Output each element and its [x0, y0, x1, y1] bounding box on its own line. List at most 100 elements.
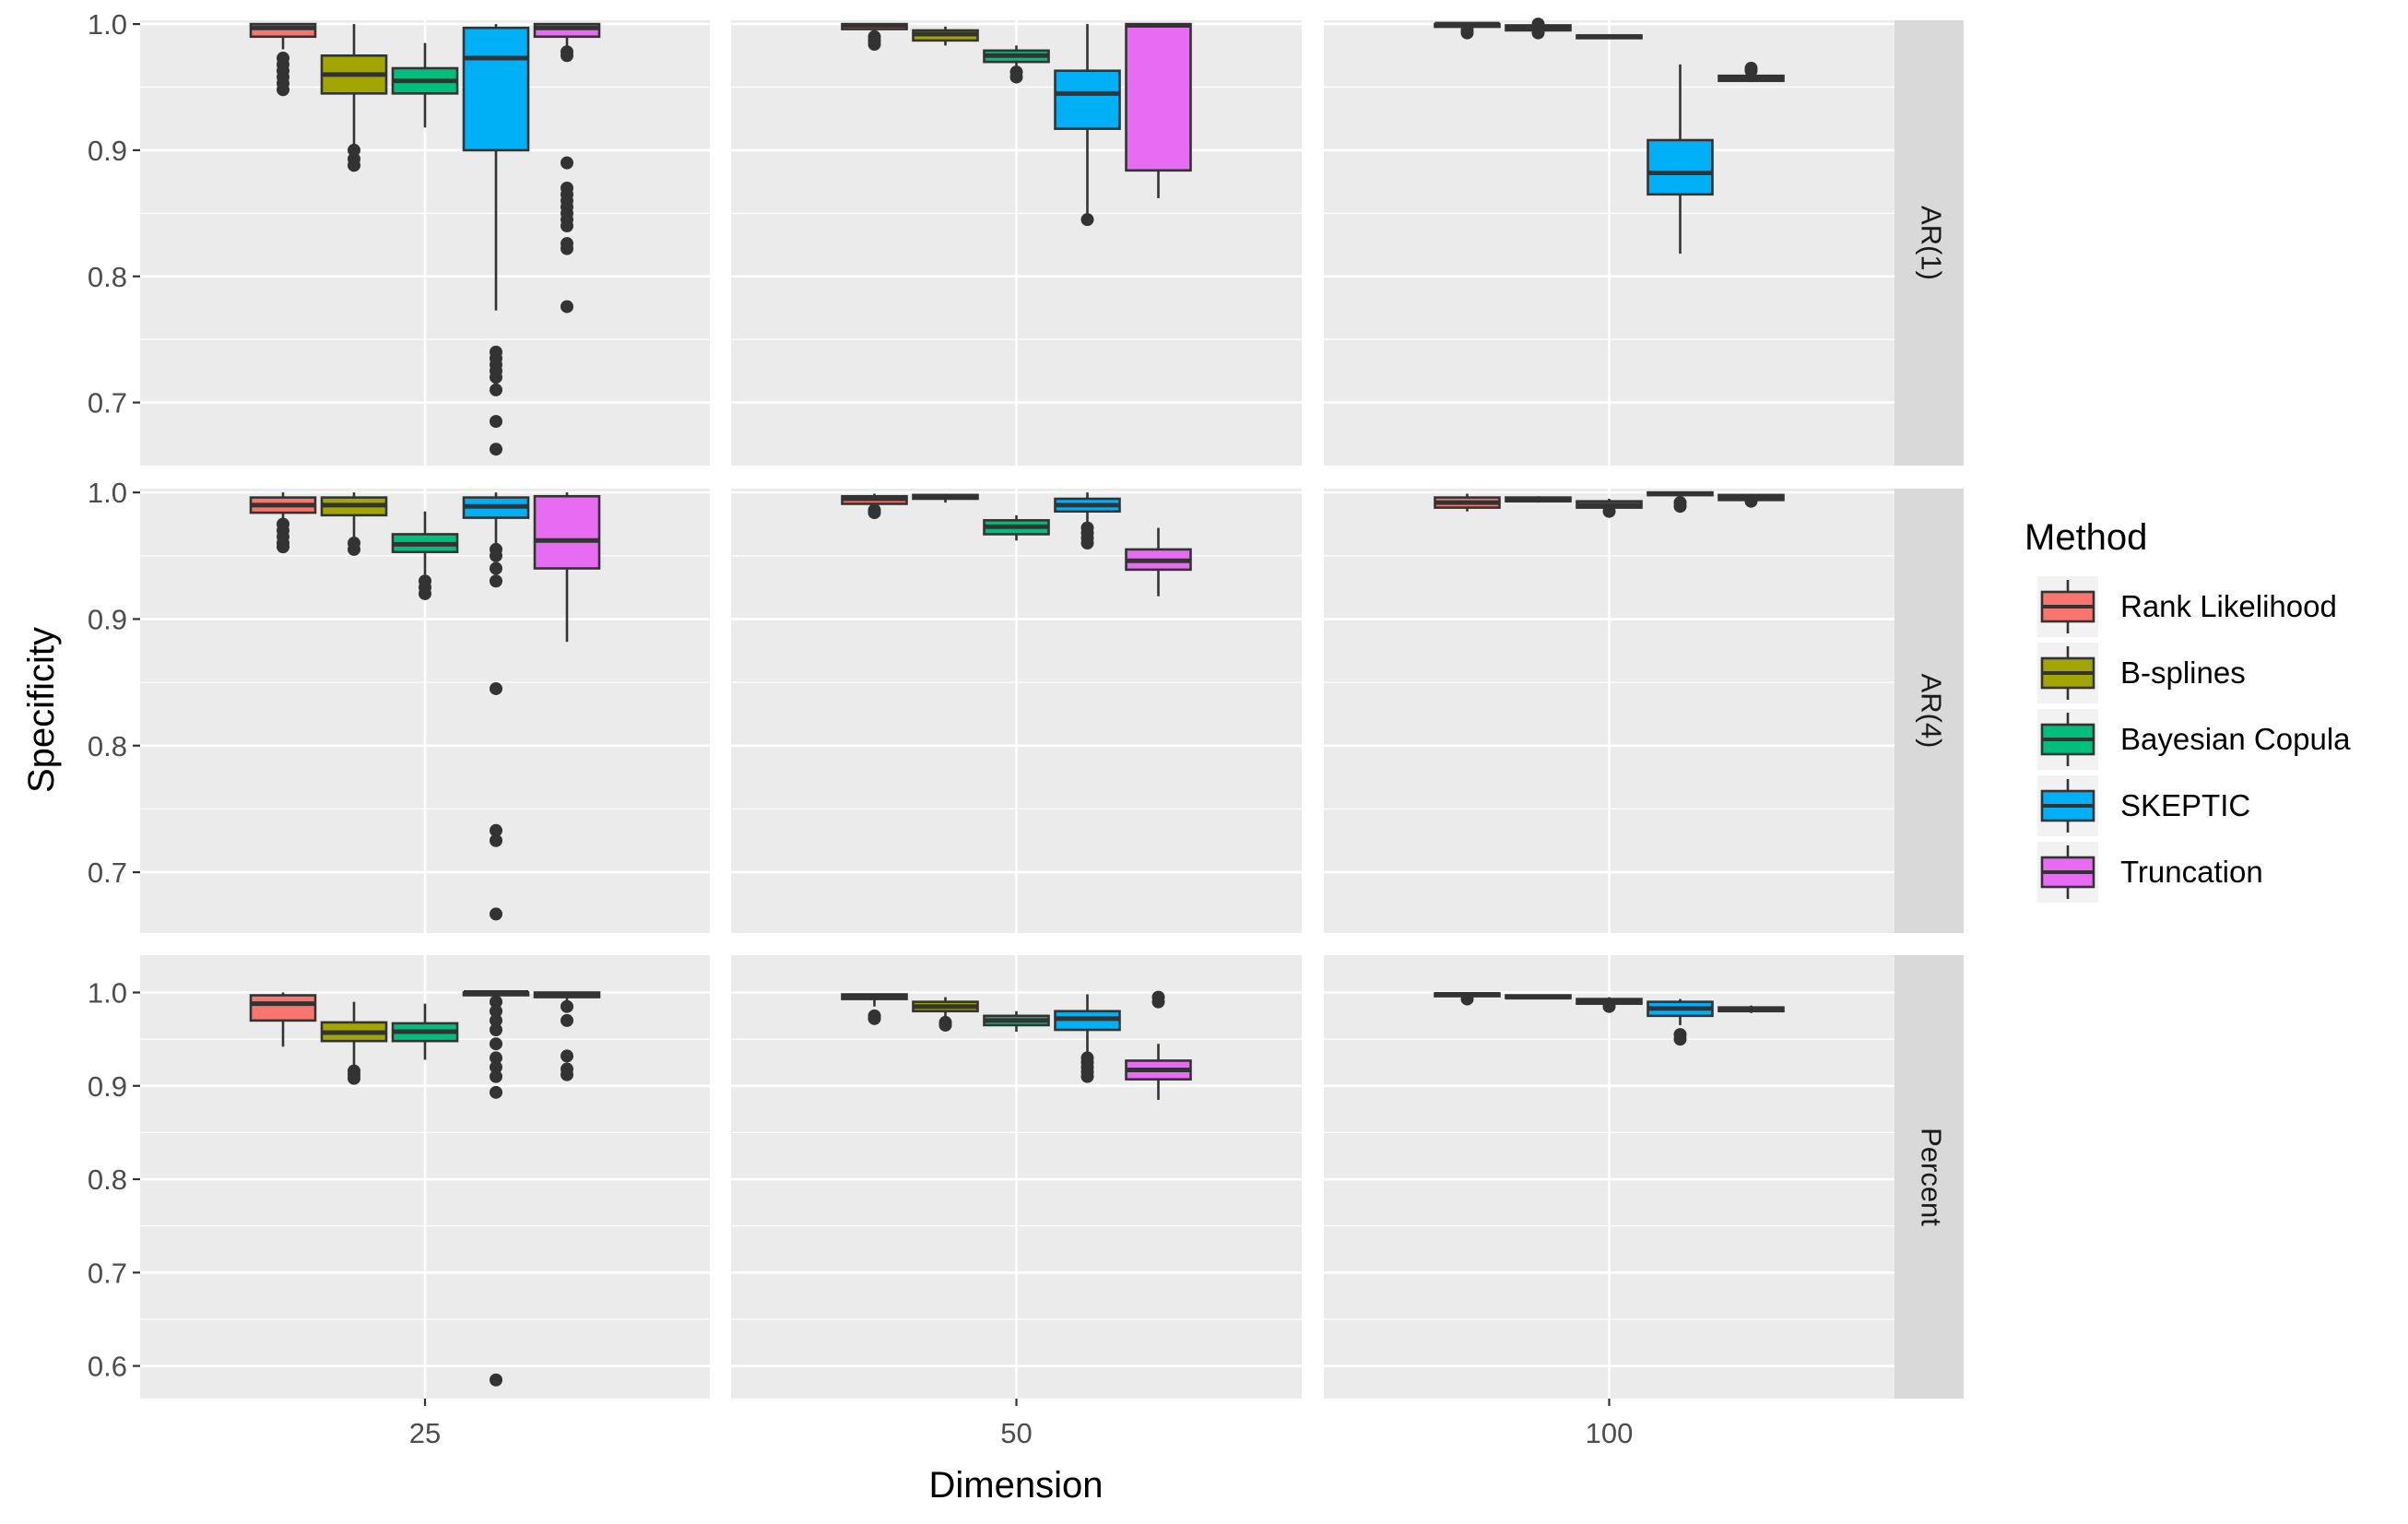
outlier-point	[490, 823, 502, 837]
outlier-point	[490, 1004, 502, 1018]
box-skeptic	[1054, 994, 1121, 1083]
box-bayesian-copula	[983, 514, 1050, 541]
outlier-point	[1531, 26, 1545, 40]
legend-item-bayesian-copula	[2037, 709, 2098, 770]
box-b-splines	[320, 24, 388, 172]
box-truncation	[1125, 990, 1192, 1100]
box-truncation	[1717, 1005, 1785, 1013]
outlier-point	[938, 1018, 952, 1032]
outlier-point	[1080, 537, 1094, 550]
box-iqr	[1054, 69, 1121, 130]
y-tick-label: 1.0	[88, 477, 127, 509]
legend-item-truncation	[2037, 842, 2098, 903]
box-bayesian-copula	[1576, 997, 1643, 1013]
y-tick-label: 0.7	[88, 857, 127, 889]
box-skeptic	[1647, 998, 1714, 1046]
outlier-point	[561, 156, 573, 170]
box-truncation	[533, 22, 601, 313]
outlier-point	[868, 1011, 881, 1025]
outlier-point	[1744, 61, 1758, 75]
box-truncation	[533, 991, 601, 1081]
box-b-splines	[912, 26, 979, 46]
outlier-point	[490, 1023, 502, 1037]
y-tick-label: 1.0	[88, 977, 127, 1010]
outlier-point	[490, 549, 502, 562]
outlier-point	[1460, 992, 1474, 1006]
box-iqr	[1647, 138, 1714, 196]
box-rank-likelihood	[249, 22, 317, 97]
legend-label: B-splines	[2120, 656, 2246, 690]
outlier-point	[1744, 494, 1758, 508]
box-bayesian-copula	[983, 1010, 1050, 1033]
facet-strip-label: AR(4)	[1915, 674, 1947, 749]
box-rank-likelihood	[249, 492, 317, 554]
box-iqr	[533, 494, 601, 570]
outlier-point	[490, 1060, 502, 1074]
box-skeptic	[1647, 64, 1714, 254]
legend-title: Method	[2024, 517, 2147, 558]
outlier-point	[348, 159, 360, 172]
x-tick-label: 100	[1586, 1417, 1634, 1449]
outlier-point	[490, 443, 502, 456]
outlier-point	[561, 242, 573, 255]
outlier-point	[1080, 1069, 1094, 1083]
y-tick-label: 0.9	[88, 135, 127, 167]
outlier-point	[561, 49, 573, 63]
outlier-point	[1151, 990, 1165, 1004]
outlier-point	[490, 681, 502, 695]
box-truncation	[1125, 527, 1192, 597]
outlier-point	[490, 1037, 502, 1051]
box-b-splines	[1505, 18, 1572, 40]
outlier-point	[1531, 18, 1545, 31]
outlier-point	[490, 1373, 502, 1387]
box-rank-likelihood	[1434, 21, 1501, 40]
box-bayesian-copula	[1576, 498, 1643, 518]
box-skeptic	[1054, 24, 1121, 227]
outlier-point	[1602, 999, 1616, 1013]
outlier-point	[490, 833, 502, 847]
x-axis-title: Dimension	[929, 1465, 1104, 1506]
box-rank-likelihood	[1434, 493, 1501, 512]
y-tick-label: 0.8	[88, 261, 127, 293]
outlier-point	[1460, 26, 1474, 40]
box-truncation	[1717, 61, 1785, 83]
outlier-point	[419, 586, 431, 600]
y-tick-label: 0.6	[88, 1351, 127, 1383]
outlier-point	[868, 506, 881, 520]
legend-label: Rank Likelihood	[2120, 589, 2337, 623]
box-b-splines	[912, 997, 979, 1032]
outlier-point	[277, 540, 289, 554]
outlier-point	[561, 219, 573, 233]
box-skeptic	[462, 990, 530, 1387]
outlier-point	[561, 1068, 573, 1081]
box-bayesian-copula	[391, 1003, 459, 1060]
outlier-point	[561, 300, 573, 313]
outlier-point	[277, 83, 289, 97]
facet-strip	[1895, 20, 1964, 466]
box-rank-likelihood	[1434, 992, 1501, 1006]
outlier-point	[868, 37, 881, 51]
y-tick-label: 0.8	[88, 1164, 127, 1196]
legend-item-skeptic	[2037, 775, 2098, 836]
y-tick-label: 0.7	[88, 387, 127, 419]
y-tick-label: 0.9	[88, 1070, 127, 1103]
box-bayesian-copula	[391, 42, 459, 128]
box-rank-likelihood	[841, 493, 908, 520]
y-axis-title: Specificity	[21, 627, 62, 793]
outlier-point	[1673, 1033, 1687, 1046]
box-b-splines	[320, 492, 388, 556]
y-tick-label: 0.8	[88, 730, 127, 762]
outlier-point	[561, 1049, 573, 1063]
box-truncation	[1717, 493, 1785, 508]
facet-panel-ar1-25	[140, 20, 710, 466]
facet-panel-ar4-25	[140, 489, 710, 933]
outlier-point	[490, 995, 502, 1009]
legend-item-b-splines	[2037, 643, 2098, 703]
outlier-point	[1009, 70, 1023, 84]
box-truncation	[533, 492, 601, 643]
outlier-point	[490, 415, 502, 429]
facet-panel-ar4-100	[1324, 489, 1895, 933]
outlier-point	[561, 1013, 573, 1027]
box-iqr	[462, 26, 530, 152]
